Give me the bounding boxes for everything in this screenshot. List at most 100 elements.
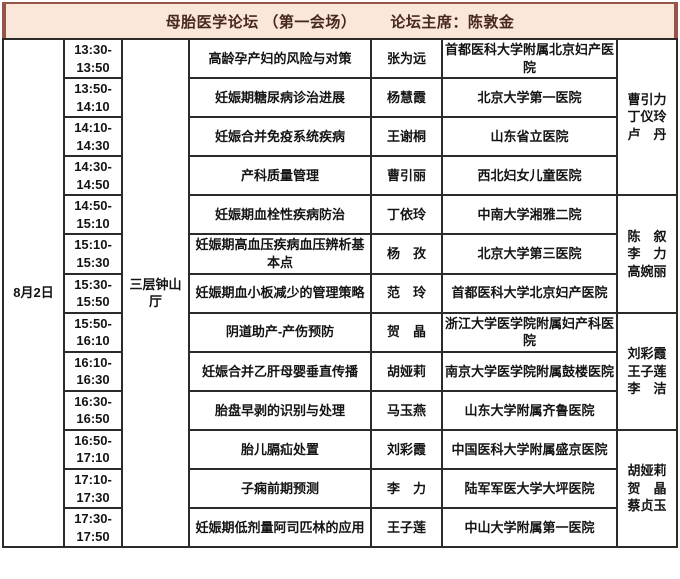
table-row: 15:10- 15:30 妊娠期高血压疾病血压辨析基本点 杨 孜 北京大学第三医院	[3, 233, 677, 275]
talk-title: 阴道助产-产伤预防	[225, 324, 335, 340]
chair-name: 李 洁	[627, 381, 667, 397]
time-start: 15:50-	[74, 315, 112, 331]
time-cell: 14:50- 15:10	[63, 194, 123, 236]
speaker-cell: 范 玲	[370, 272, 443, 314]
talk-title: 妊娠期糖尿病诊治进展	[214, 89, 345, 105]
chair-name: 李 力	[627, 246, 667, 262]
time-cell: 16:50- 17:10	[63, 428, 123, 471]
speaker-name: 李 力	[386, 480, 426, 496]
speaker-name: 王谢桐	[386, 128, 426, 144]
time-start: 16:50-	[74, 432, 112, 448]
venue-cell: 三层钟山厅	[121, 37, 190, 549]
chair-name: 刘彩霞	[627, 345, 667, 361]
hospital-name: 南京大学医学院附属鼓楼医院	[445, 363, 615, 379]
time-end: 16:50	[76, 411, 110, 427]
hospital-name: 中国医科大学附属盛京医院	[451, 441, 608, 457]
hospital-name: 首都医科大学北京妇产医院	[451, 285, 608, 301]
table-row: 8月2日 13:30- 13:50 三层钟山厅 高龄孕产妇的风险与对策 张为远 首都医科大学…	[2, 37, 678, 549]
time-cell: 13:50- 14:10	[63, 77, 123, 119]
time-start: 17:30-	[74, 511, 112, 527]
hospital-cell: 首都医科大学附属北京妇产医院	[441, 37, 618, 80]
chair-name: 高婉丽	[627, 263, 667, 279]
table-row: 14:50- 15:10 妊娠期血栓性疾病防治 丁依玲 中南大学湘雅二院陈 叙李 力高婉…	[3, 194, 678, 314]
session-title: 母胎医学论坛 （第一会场）	[165, 13, 357, 31]
hospital-cell: 西北妇女儿童医院	[441, 155, 618, 197]
speaker-cell: 丁依玲	[370, 194, 443, 236]
chair-name: 丁仪玲	[627, 109, 667, 125]
table-row: 14:30- 14:50 产科质量管理 曹引丽 西北妇女儿童医院	[3, 155, 677, 197]
time-end: 14:30	[76, 137, 110, 153]
hospital-cell: 中南大学湘雅二院	[441, 194, 618, 236]
schedule-table: 8月2日 13:30- 13:50 三层钟山厅 高龄孕产妇的风险与对策 张为远 首都医科大学…	[2, 37, 678, 549]
talk-title-cell: 胎盘早剥的识别与处理	[188, 389, 372, 431]
talk-title-cell: 妊娠期低剂量阿司匹林的应用	[188, 507, 372, 549]
chair-name: 胡娅莉	[627, 463, 667, 479]
talk-title: 妊娠期血栓性疾病防治	[214, 207, 345, 223]
hospital-name: 西北妇女儿童医院	[477, 168, 582, 184]
table-row: 16:50- 17:10 胎儿膈疝处置 刘彩霞 中国医科大学附属盛京医院 胡娅莉贺 晶蔡贞…	[3, 428, 678, 549]
chair-name: 卢 丹	[627, 126, 667, 142]
time-start: 14:10-	[74, 120, 112, 136]
talk-title: 子痫前期预测	[240, 480, 319, 496]
time-end: 13:50	[76, 59, 110, 75]
hospital-cell: 中国医科大学附属盛京医院	[441, 428, 618, 471]
time-start: 16:30-	[74, 393, 112, 409]
time-end: 17:50	[76, 528, 110, 544]
time-start: 13:30-	[74, 42, 112, 57]
chair-name: 陈 叙	[627, 228, 667, 244]
table-row: 17:30- 17:50 妊娠期低剂量阿司匹林的应用 王子莲 中山大学附属第一医院	[3, 507, 677, 549]
talk-title-cell: 产科质量管理	[188, 155, 372, 197]
hospital-name: 陆军军医大学大坪医院	[464, 480, 595, 496]
hospital-name: 浙江大学医学院附属妇产科医院	[445, 315, 615, 349]
table-row: 16:10- 16:30 妊娠合并乙肝母婴垂直传播 胡娅莉 南京大学医学院附属鼓楼医院	[3, 350, 677, 392]
table-row: 16:30- 16:50 胎盘早剥的识别与处理 马玉燕 山东大学附属齐鲁医院	[3, 389, 677, 431]
date-cell: 8月2日	[2, 37, 65, 549]
time-end: 14:10	[76, 98, 110, 114]
speaker-cell: 马玉燕	[370, 389, 443, 431]
talk-title-cell: 妊娠期糖尿病诊治进展	[188, 77, 372, 119]
hospital-cell: 浙江大学医学院附属妇产科医院	[441, 311, 618, 353]
chair-name: 王子莲	[627, 363, 667, 379]
venue-label: 三层钟山厅	[129, 276, 182, 310]
time-cell: 17:30- 17:50	[63, 507, 123, 549]
speaker-name: 胡娅莉	[386, 363, 426, 379]
session-header: 母胎医学论坛 （第一会场） 论坛主席：陈敦金	[2, 2, 678, 38]
time-start: 13:50-	[74, 81, 112, 97]
speaker-name: 丁依玲	[386, 207, 426, 223]
time-start: 17:10-	[74, 472, 112, 488]
time-cell: 16:30- 16:50	[63, 389, 123, 431]
talk-title: 妊娠期低剂量阿司匹林的应用	[195, 519, 365, 535]
speaker-name: 杨慧霞	[386, 89, 426, 105]
speaker-cell: 杨 孜	[370, 233, 443, 275]
hospital-name: 山东省立医院	[490, 128, 569, 144]
time-cell: 14:30- 14:50	[63, 155, 123, 197]
talk-title: 妊娠合并乙肝母婴垂直传播	[201, 363, 358, 379]
speaker-cell: 杨慧霞	[370, 77, 443, 119]
session-chairs-cell: 胡娅莉贺 晶蔡贞玉	[616, 428, 678, 549]
session-chairman-label: 论坛主席：陈敦金	[390, 13, 515, 31]
talk-title-cell: 子痫前期预测	[188, 468, 372, 510]
hospital-name: 中南大学湘雅二院	[477, 207, 582, 223]
chair-name: 蔡贞玉	[627, 498, 667, 514]
talk-title: 妊娠合并免疫系统疾病	[214, 128, 345, 144]
time-start: 16:10-	[74, 354, 112, 370]
hospital-name: 山东大学附属齐鲁医院	[464, 402, 595, 418]
talk-title-cell: 胎儿膈疝处置	[188, 428, 372, 471]
time-cell: 14:10- 14:30	[63, 116, 123, 158]
time-start: 14:50-	[74, 198, 112, 214]
time-start: 15:10-	[74, 237, 112, 253]
speaker-cell: 李 力	[370, 468, 443, 510]
speaker-name: 曹引丽	[386, 168, 426, 184]
session-chairs-cell: 刘彩霞 王子莲李 洁	[616, 311, 678, 431]
speaker-name: 杨 孜	[386, 246, 426, 262]
time-cell: 17:10- 17:30	[63, 468, 123, 510]
chair-name: 曹引力	[627, 91, 667, 107]
talk-title: 妊娠期血小板减少的管理策略	[195, 285, 365, 301]
talk-title: 胎盘早剥的识别与处理	[214, 402, 345, 418]
speaker-name: 刘彩霞	[386, 441, 426, 457]
hospital-name: 北京大学第三医院	[477, 246, 582, 262]
table-row: 17:10- 17:30 子痫前期预测 李 力 陆军军医大学大坪医院	[3, 468, 677, 510]
speaker-cell: 刘彩霞	[370, 428, 443, 471]
speaker-name: 马玉燕	[386, 402, 426, 418]
speaker-name: 张为远	[386, 50, 426, 66]
